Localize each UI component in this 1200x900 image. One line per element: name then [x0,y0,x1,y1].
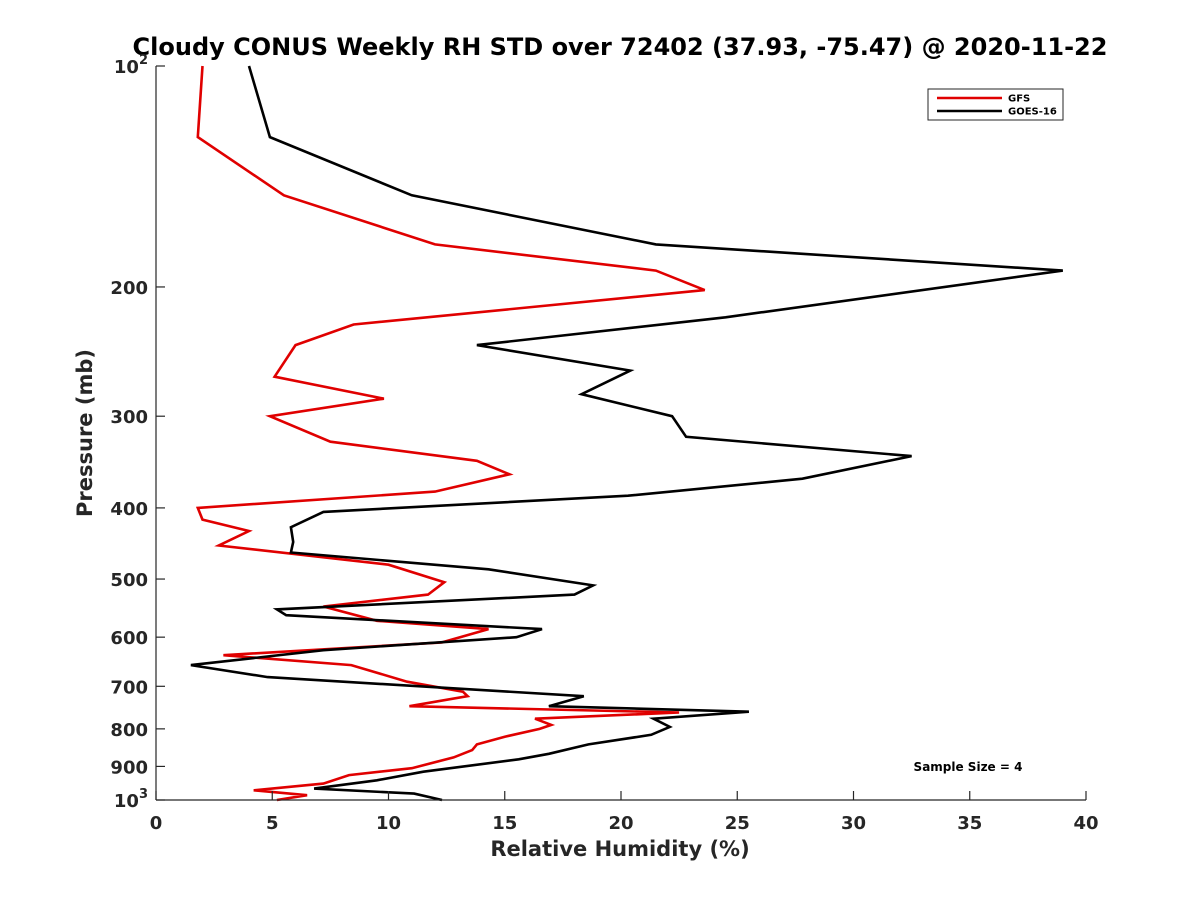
x-tick-label: 25 [725,813,750,834]
y-tick-label: 102 [114,53,148,78]
y-tick-layer: 102 200 300 400 500 600 700 800 900 103 [110,53,165,812]
x-axis-label: Relative Humidity (%) [490,837,749,861]
y-tick-label: 200 [110,278,148,299]
chart-title: Cloudy CONUS Weekly RH STD over 72402 (3… [133,33,1108,61]
legend-box [927,88,1064,121]
x-tick-label: 40 [1073,813,1098,834]
y-axis-label: Pressure (mb) [73,349,97,517]
legend: GFS GOES-16 [927,88,1064,121]
y-tick-label: 300 [110,407,148,428]
series-layer [190,65,1063,802]
x-tick-label: 20 [608,813,633,834]
series-line-gfs [195,65,706,802]
y-tick-label: 800 [110,720,148,741]
y-tick-label: 700 [110,677,148,698]
y-tick-label: 400 [110,499,148,520]
y-tick-label: 600 [110,628,148,649]
x-tick-label: 15 [492,813,517,834]
x-tick-label: 30 [841,813,866,834]
legend-label: GFS [1008,94,1030,105]
series-line-goes-16 [190,65,1063,802]
x-tick-label: 0 [150,813,163,834]
x-tick-label: 35 [957,813,982,834]
x-tick-label: 5 [266,813,279,834]
y-tick-label: 103 [114,787,148,812]
plot-area [156,66,1086,800]
sample-size-annotation: Sample Size = 4 [914,760,1023,774]
x-tick-label: 10 [376,813,401,834]
x-tick-layer: 0 5 10 15 20 25 30 35 40 [150,791,1099,834]
legend-label: GOES-16 [1008,107,1057,118]
y-tick-label: 500 [110,570,148,591]
y-tick-label: 900 [110,757,148,778]
